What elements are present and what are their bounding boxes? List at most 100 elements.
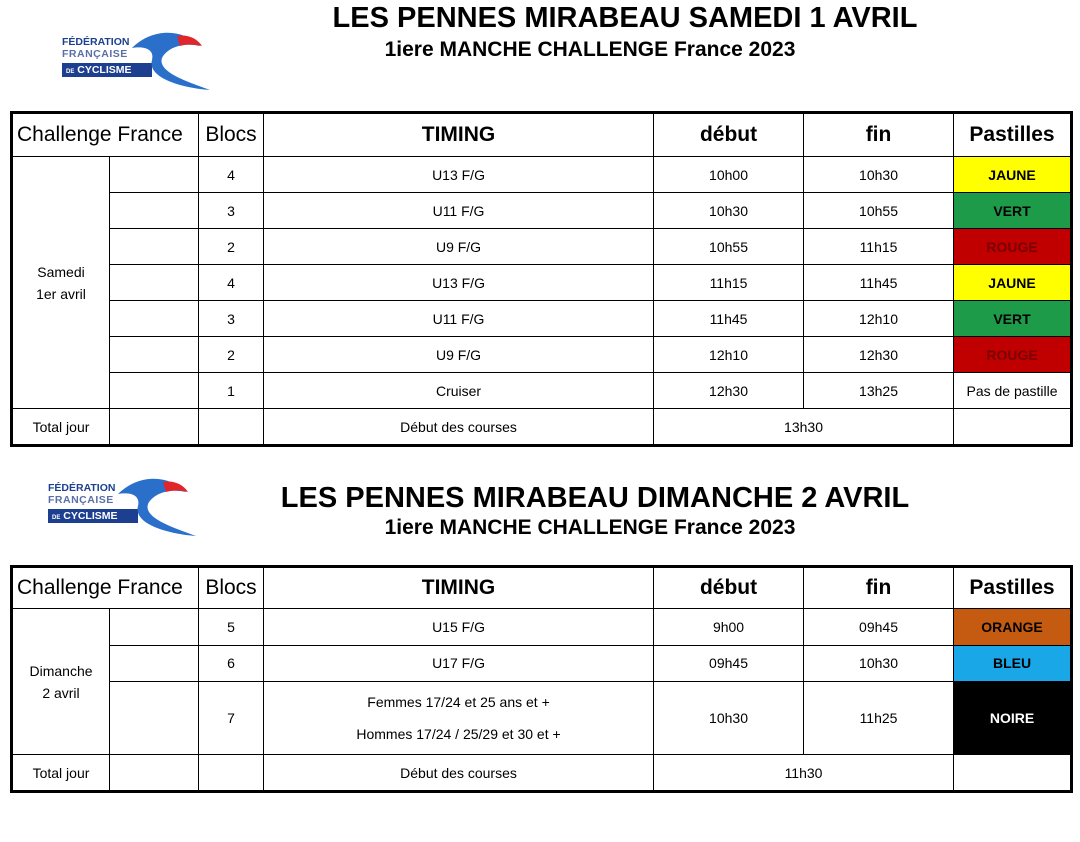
- debut-cell: 10h55: [653, 228, 805, 265]
- timing-text: U11 F/G: [432, 202, 485, 219]
- table-row: Samedi 1er avril 4 U13 F/G 10h00 10h30 JAUNE: [11, 156, 1073, 409]
- timing-line: Femmes 17/24 et 25 ans et +: [367, 694, 550, 710]
- fin-cell: 13h25: [803, 372, 955, 409]
- debut-cell: 11h45: [653, 300, 805, 337]
- fin-cell: 11h45: [803, 264, 955, 301]
- pastille-cell: VERT: [953, 192, 1073, 229]
- timing-cell: Cruiser: [263, 372, 655, 409]
- header-debut: début: [653, 566, 805, 609]
- day-label-line: 1er avril: [36, 285, 86, 302]
- debut-cell: 12h10: [653, 336, 805, 373]
- empty-cell: [108, 681, 200, 755]
- bloc-cell: 2: [198, 336, 265, 373]
- bloc-cell: 6: [198, 644, 265, 682]
- header-timing: TIMING: [263, 112, 655, 157]
- timing-text: U13 F/G: [432, 166, 485, 183]
- fin-cell: 09h45: [803, 608, 955, 646]
- pastille-cell: VERT: [953, 300, 1073, 337]
- ffc-logo: FÉDÉRATION FRANÇAISE DE CYCLISME: [48, 474, 198, 540]
- pastille-cell: NOIRE: [953, 681, 1073, 755]
- timing-cell: U9 F/G: [263, 228, 655, 265]
- timing-text: U13 F/G: [432, 274, 485, 291]
- table-row: 6 U17 F/G 09h45 10h30 BLEU: [12, 644, 1073, 682]
- total-text: Début des courses: [263, 408, 655, 446]
- pastille-cell: ROUGE: [953, 336, 1073, 373]
- timing-line: Hommes 17/24 / 25/29 et 30 et +: [356, 726, 561, 742]
- pastille-cell: JAUNE: [953, 156, 1073, 193]
- empty-cell: [108, 644, 200, 682]
- fin-cell: 12h10: [803, 300, 955, 337]
- debut-cell: 12h30: [653, 372, 805, 409]
- timing-text: U9 F/G: [435, 238, 482, 255]
- timing-text: U15 F/G: [432, 618, 485, 635]
- table-row: 3 U11 F/G 10h30 10h55 VERT: [12, 192, 1073, 229]
- header-debut: début: [653, 112, 805, 157]
- total-label: Total jour: [11, 754, 110, 792]
- empty-cell: [108, 264, 200, 301]
- table-row: Dimanche 2 avril 5 U15 F/G 9h00 09h45 ORANGE: [11, 608, 1073, 755]
- total-time: 11h30: [653, 754, 955, 792]
- timing-cell: U11 F/G: [263, 300, 655, 337]
- timing-cell: U13 F/G: [263, 264, 655, 301]
- table-row: 2 U9 F/G 10h55 11h15 ROUGE: [12, 228, 1073, 265]
- section-title: LES PENNES MIRABEAU SAMEDI 1 AVRIL: [332, 2, 918, 34]
- header-fin: fin: [803, 566, 955, 609]
- header-blocs: Blocs: [198, 112, 265, 157]
- schedule-table: Challenge France Blocs TIMING début fin Pasti…: [10, 565, 1074, 793]
- empty-cell: [953, 408, 1073, 446]
- header-pastilles: Pastilles: [953, 112, 1073, 157]
- empty-cell: [108, 408, 200, 446]
- debut-cell: 10h30: [653, 192, 805, 229]
- debut-cell: 09h45: [653, 644, 805, 682]
- empty-cell: [108, 608, 200, 646]
- timing-cell: U13 F/G: [263, 156, 655, 193]
- timing-text: U17 F/G: [432, 655, 485, 672]
- pastille-cell: Pas de pastille: [953, 372, 1073, 409]
- empty-cell: [108, 300, 200, 337]
- debut-cell: 11h15: [653, 264, 805, 301]
- header-challenge: Challenge France: [10, 112, 200, 157]
- day-label-line: 2 avril: [42, 684, 80, 701]
- header-timing: TIMING: [263, 566, 655, 609]
- empty-cell: [198, 408, 265, 446]
- bloc-cell: 4: [198, 156, 265, 193]
- header-blocs: Blocs: [198, 566, 265, 609]
- debut-cell: 10h00: [653, 156, 805, 193]
- timing-cell: U11 F/G: [263, 192, 655, 229]
- bloc-cell: 3: [198, 300, 265, 337]
- timing-cell: U17 F/G: [263, 644, 655, 682]
- bloc-cell: 1: [198, 372, 265, 409]
- total-text: Début des courses: [263, 754, 655, 792]
- section-title: LES PENNES MIRABEAU DIMANCHE 2 AVRIL: [280, 482, 910, 514]
- timing-text: U9 F/G: [435, 346, 482, 363]
- empty-cell: [953, 754, 1073, 792]
- day-label: Dimanche 2 avril: [11, 608, 110, 755]
- pastille-cell: JAUNE: [953, 264, 1073, 301]
- empty-cell: [198, 754, 265, 792]
- total-time: 13h30: [653, 408, 955, 446]
- empty-cell: [108, 336, 200, 373]
- header-fin: fin: [803, 112, 955, 157]
- header-row: Challenge France Blocs TIMING début fin Pasti…: [10, 112, 1073, 157]
- empty-cell: [108, 754, 200, 792]
- header-pastilles: Pastilles: [953, 566, 1073, 609]
- timing-text: Cruiser: [435, 382, 482, 399]
- empty-cell: [108, 228, 200, 265]
- debut-cell: 10h30: [653, 681, 805, 755]
- header-row: Challenge France Blocs TIMING début fin Pasti…: [10, 566, 1073, 609]
- bloc-cell: 3: [198, 192, 265, 229]
- section-subtitle: 1iere MANCHE CHALLENGE France 2023: [384, 38, 796, 61]
- table-row: 4 U13 F/G 11h15 11h45 JAUNE: [12, 264, 1073, 301]
- empty-cell: [108, 156, 200, 193]
- fin-cell: 11h15: [803, 228, 955, 265]
- timing-cell: U9 F/G: [263, 336, 655, 373]
- schedule-table: Challenge France Blocs TIMING début fin Pasti…: [10, 111, 1074, 447]
- bloc-cell: 7: [198, 681, 265, 755]
- timing-cell: U15 F/G: [263, 608, 655, 646]
- bloc-cell: 4: [198, 264, 265, 301]
- day-label: Samedi 1er avril: [11, 156, 110, 409]
- section-subtitle: 1iere MANCHE CHALLENGE France 2023: [384, 516, 796, 539]
- empty-cell: [108, 372, 200, 409]
- timing-text: U11 F/G: [432, 310, 485, 327]
- fin-cell: 12h30: [803, 336, 955, 373]
